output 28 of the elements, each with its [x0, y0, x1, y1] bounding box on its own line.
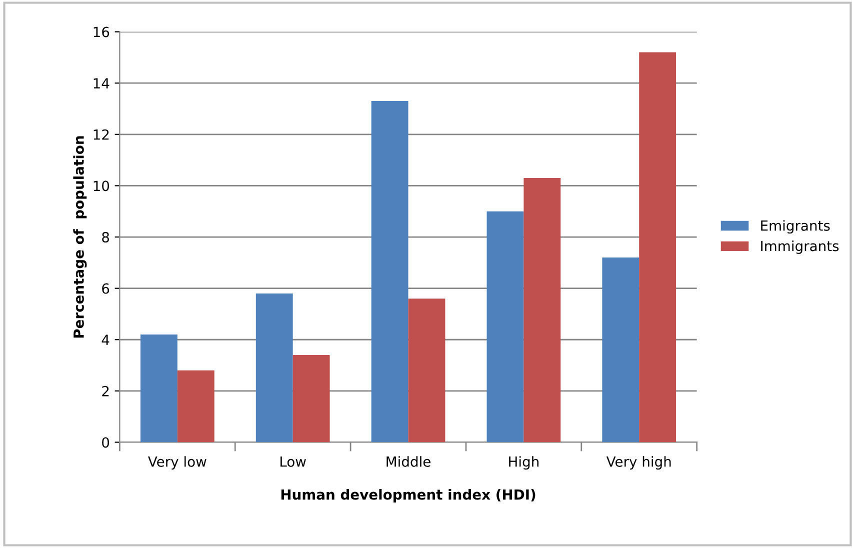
x-tick-label: Very low [148, 456, 206, 470]
bar [256, 293, 293, 442]
bar [639, 52, 676, 442]
x-tick-label: Low [280, 456, 306, 467]
bar [408, 298, 446, 442]
x-tick-label: Very high [606, 456, 671, 470]
bar [140, 334, 178, 442]
y-tick-label: 0 [102, 437, 110, 448]
y-tick-label: 6 [102, 283, 110, 294]
bar [602, 258, 640, 442]
y-axis-title: Percentage of population [73, 136, 87, 338]
y-tick-label: 2 [102, 386, 109, 396]
y-tick-label: 4 [102, 334, 110, 345]
y-tick-label: 8 [102, 232, 110, 242]
x-axis-title: Human development index (HDI) [281, 489, 536, 502]
x-tick-label: Middle [386, 456, 430, 467]
legend-label: Emigrants [761, 220, 830, 234]
x-tick-label: High [509, 456, 538, 470]
y-tick-label: 12 [94, 129, 109, 140]
y-tick-label: 14 [94, 78, 110, 88]
bar [371, 101, 408, 442]
bar [524, 178, 561, 442]
y-tick-label: 16 [94, 26, 110, 38]
bar [292, 355, 330, 442]
y-tick-label: 10 [94, 180, 110, 192]
legend-label: Immigrants [761, 240, 839, 254]
bar [177, 370, 214, 442]
bar [486, 211, 524, 442]
